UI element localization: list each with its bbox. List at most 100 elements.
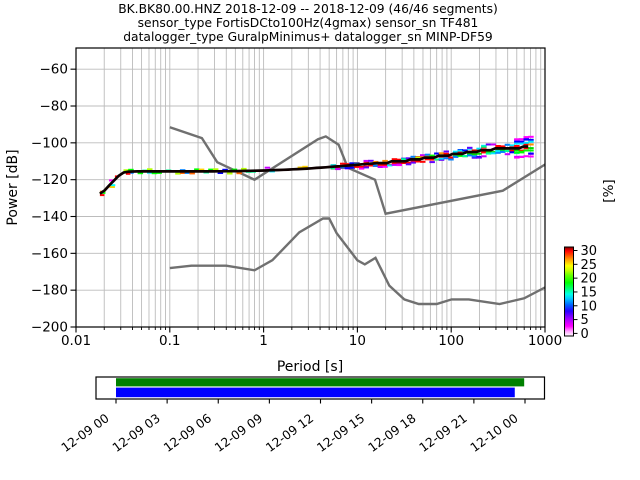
- y-tick-label: −100: [31, 135, 68, 151]
- time-tick-label: 12-09 18: [366, 411, 419, 455]
- psd-histogram-bin: [382, 164, 388, 167]
- psd-histogram-bin: [485, 152, 492, 155]
- coverage-bars: [116, 378, 525, 398]
- psd-histogram-bin: [495, 151, 501, 154]
- x-tick-label: 100: [438, 333, 464, 349]
- psd-histogram-bin: [415, 156, 421, 159]
- psd-histogram-bin: [523, 141, 529, 144]
- colorbar-tick-label: 20: [581, 272, 598, 287]
- figure-title-line3: datalogger_type GuralpMinimus+ datalogge…: [123, 30, 493, 44]
- psd-histogram-bin: [500, 150, 506, 153]
- psd-histogram-bin: [344, 167, 351, 170]
- psd-histogram-bin: [443, 150, 449, 153]
- colorbar-gradient: [564, 247, 574, 336]
- psd-histogram-bin: [514, 138, 520, 141]
- psd-histogram-bin: [401, 162, 407, 164]
- psd-histogram-bin: [241, 167, 247, 170]
- psd-histogram-bin: [396, 158, 402, 161]
- psd-histogram-bin: [438, 157, 445, 160]
- psd-histogram-bin: [344, 163, 351, 166]
- psd-histogram-bin: [518, 149, 525, 152]
- psd-histogram-bin: [476, 152, 482, 155]
- psd-histogram-bin: [504, 150, 511, 152]
- noise-model-high-line: [169, 126, 545, 216]
- y-tick-label: −200: [31, 320, 68, 336]
- psd-histogram-bin: [405, 161, 412, 164]
- y-tick-label: −80: [40, 99, 69, 115]
- psd-histogram-bin: [335, 168, 341, 171]
- psd-histogram-bin: [500, 145, 506, 148]
- colorbar-tick-label: 0: [581, 327, 589, 342]
- psd-histogram-bin: [330, 164, 336, 167]
- psd-histogram-bin: [410, 161, 416, 164]
- coverage-bar-ppsd-coverage: [116, 387, 515, 398]
- psd-histogram-bin: [471, 156, 478, 159]
- psd-histogram-bin: [523, 138, 529, 141]
- psd-histogram-bin: [518, 140, 525, 143]
- psd-histogram-bin: [518, 138, 525, 141]
- psd-histogram-bin: [354, 162, 360, 165]
- psd-histogram-bin: [297, 166, 304, 169]
- psd-histogram-bin: [194, 168, 200, 171]
- psd-histogram-bins: [99, 135, 534, 197]
- psd-histogram-bin: [340, 166, 346, 169]
- psd-histogram-bin: [434, 152, 440, 155]
- psd-histogram-bin: [396, 162, 402, 165]
- figure-title-line1: BK.BK80.00.HNZ 2018-12-09 -- 2018-12-09 …: [118, 2, 498, 16]
- psd-histogram-bin: [382, 159, 388, 162]
- x-axis-ticks: 0.01 0.1 1 10 100 1000: [61, 327, 562, 349]
- psd-histogram-bin: [109, 186, 115, 188]
- psd-histogram-bin: [424, 158, 431, 161]
- psd-histogram-bin: [518, 156, 525, 158]
- psd-histogram-bin: [330, 167, 336, 170]
- psd-histogram-bin: [358, 166, 365, 168]
- psd-histogram-bin: [429, 158, 435, 161]
- psd-histogram-bin: [476, 147, 482, 150]
- psd-histogram-bin: [391, 162, 398, 164]
- psd-histogram-bin: [518, 151, 525, 154]
- x-tick-label: 0.1: [159, 333, 180, 349]
- psd-histogram-bin: [443, 152, 449, 155]
- psd-histogram-bin: [363, 159, 369, 162]
- grid-lines: [76, 48, 545, 327]
- psd-histogram-bin: [452, 155, 459, 158]
- psd-histogram-bin: [99, 194, 105, 197]
- psd-histogram-bin: [151, 172, 158, 175]
- psd-histogram-bin: [485, 143, 492, 146]
- psd-histogram-bin: [377, 163, 384, 166]
- psd-histogram-bin: [514, 142, 520, 145]
- psd-histogram-bin: [372, 164, 379, 167]
- colorbar-tick-label: 10: [581, 299, 598, 314]
- psd-histogram-bin: [137, 172, 144, 175]
- psd-histogram-bin: [509, 144, 515, 147]
- psd-histogram-bin: [175, 172, 181, 175]
- psd-histogram-bin: [420, 160, 426, 163]
- psd-histogram-bin: [495, 150, 501, 153]
- psd-histogram-bin: [509, 149, 515, 152]
- y-tick-label: −180: [31, 283, 68, 299]
- y-tick-label: −160: [31, 246, 68, 262]
- psd-histogram-bin: [514, 151, 520, 154]
- psd-histogram-bin: [217, 172, 224, 174]
- psd-mode-line: [99, 145, 529, 195]
- y-axis-label: Power [dB]: [5, 149, 21, 225]
- psd-histogram-bin: [528, 140, 534, 143]
- psd-histogram-bin: [490, 152, 497, 155]
- psd-histogram-bin: [490, 143, 497, 146]
- psd-histogram-bin: [123, 169, 129, 172]
- psd-histogram-bin: [387, 164, 393, 167]
- psd-histogram-bin: [354, 165, 360, 168]
- psd-histogram-bin: [528, 147, 534, 150]
- x-tick-label: 0.01: [61, 333, 91, 349]
- axes-frame: [75, 47, 546, 328]
- psd-histogram-bin: [208, 168, 214, 171]
- time-tick-label: 12-10 00: [468, 411, 521, 455]
- psd-histogram-bin: [363, 166, 369, 169]
- psd-histogram-bin: [198, 168, 205, 171]
- psd-histogram-bin: [457, 154, 464, 157]
- psd-histogram-bin: [302, 165, 308, 168]
- psd-histogram-bin: [523, 147, 529, 150]
